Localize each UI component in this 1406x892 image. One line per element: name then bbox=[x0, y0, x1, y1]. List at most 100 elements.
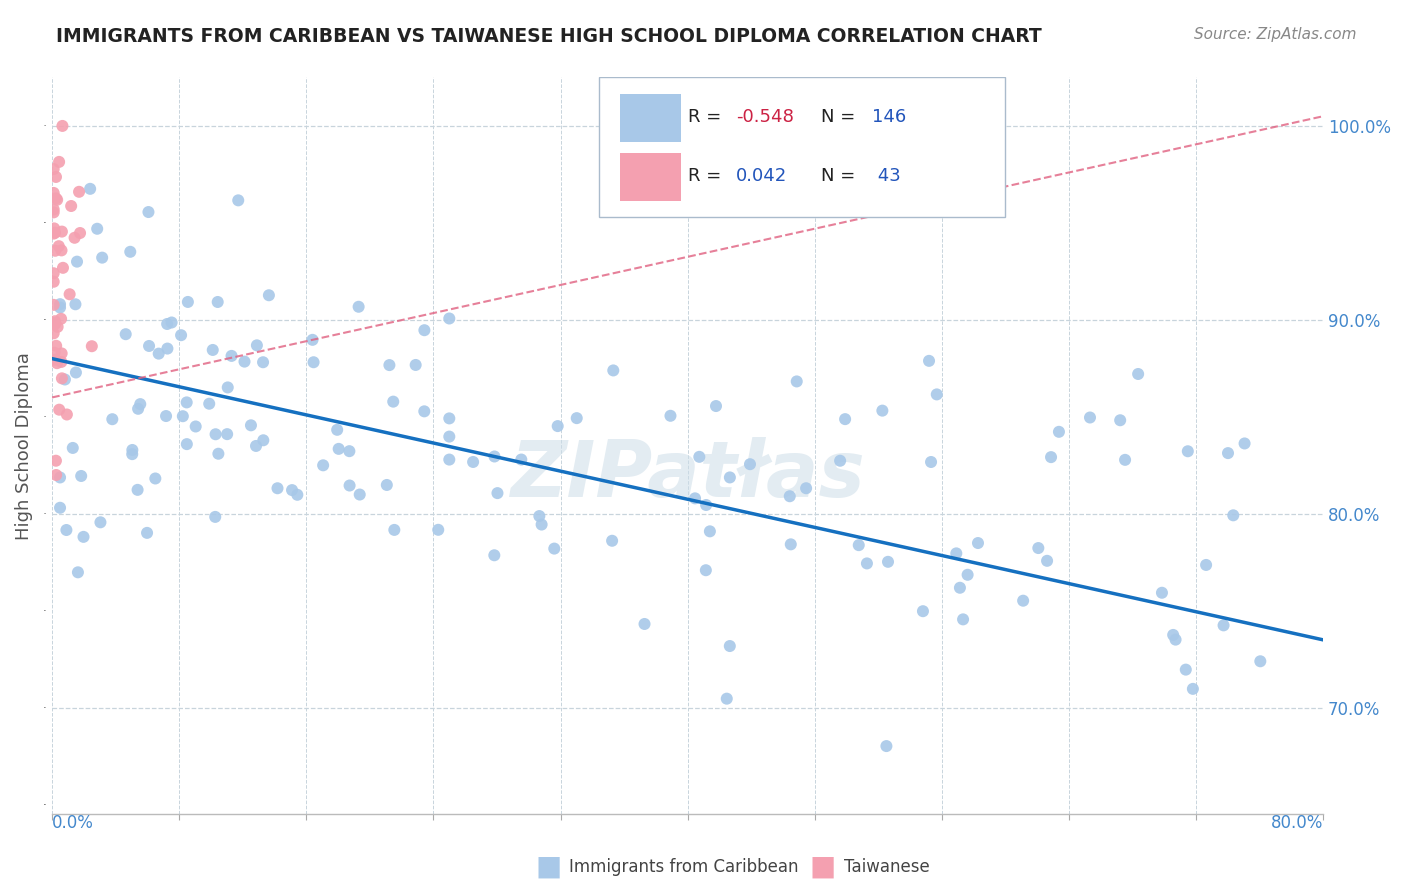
Point bbox=[848, 538, 870, 552]
Point bbox=[66, 254, 89, 268]
Point bbox=[945, 546, 967, 560]
Point bbox=[42, 205, 65, 219]
Text: 80.0%: 80.0% bbox=[1271, 814, 1323, 832]
Point bbox=[48, 154, 70, 169]
Point bbox=[1216, 446, 1239, 460]
Point bbox=[1222, 508, 1244, 523]
Text: 0.042: 0.042 bbox=[735, 167, 787, 186]
Text: Immigrants from Caribbean: Immigrants from Caribbean bbox=[569, 858, 799, 876]
Point bbox=[42, 186, 65, 200]
Text: Taiwanese: Taiwanese bbox=[844, 858, 929, 876]
Point bbox=[925, 387, 948, 401]
Point bbox=[1233, 436, 1256, 450]
Point bbox=[1150, 586, 1173, 600]
Point bbox=[89, 516, 111, 530]
Point bbox=[688, 450, 710, 464]
Point bbox=[252, 434, 274, 448]
Point bbox=[1047, 425, 1070, 439]
Point bbox=[80, 339, 103, 353]
Point bbox=[201, 343, 224, 357]
Point bbox=[786, 375, 808, 389]
Point bbox=[49, 301, 72, 315]
Point bbox=[51, 371, 73, 385]
Point bbox=[328, 442, 350, 456]
Point bbox=[378, 358, 401, 372]
Point bbox=[349, 487, 371, 501]
Point bbox=[44, 317, 66, 331]
Point bbox=[114, 327, 136, 342]
Point bbox=[246, 338, 269, 352]
Point bbox=[156, 342, 179, 356]
Point bbox=[176, 437, 198, 451]
Point bbox=[49, 470, 72, 484]
Point bbox=[45, 191, 67, 205]
Point bbox=[382, 394, 405, 409]
Point bbox=[529, 509, 551, 524]
Point bbox=[834, 412, 856, 426]
Point bbox=[156, 317, 179, 331]
Point bbox=[51, 119, 73, 133]
Point bbox=[49, 500, 72, 515]
Text: 146: 146 bbox=[872, 108, 907, 127]
Point bbox=[285, 488, 308, 502]
Point bbox=[312, 458, 335, 473]
Text: 43: 43 bbox=[872, 167, 901, 186]
Point bbox=[143, 471, 166, 485]
Point bbox=[405, 358, 427, 372]
Point bbox=[48, 402, 70, 417]
Point bbox=[221, 349, 243, 363]
Text: 0.0%: 0.0% bbox=[52, 814, 94, 832]
Point bbox=[44, 244, 66, 258]
Point bbox=[337, 444, 360, 458]
Point bbox=[176, 395, 198, 409]
Point bbox=[121, 447, 143, 461]
Point bbox=[877, 555, 900, 569]
Point bbox=[204, 427, 226, 442]
Point bbox=[49, 311, 72, 326]
Point bbox=[51, 346, 73, 360]
Point bbox=[127, 483, 149, 497]
Point bbox=[101, 412, 124, 426]
Point bbox=[66, 566, 89, 580]
Point bbox=[967, 536, 990, 550]
Point bbox=[42, 298, 65, 312]
Point bbox=[266, 481, 288, 495]
Point bbox=[184, 419, 207, 434]
Point bbox=[48, 239, 70, 253]
Point bbox=[46, 193, 69, 207]
Point bbox=[62, 441, 84, 455]
Text: ■: ■ bbox=[810, 853, 835, 881]
Point bbox=[302, 355, 325, 369]
Point bbox=[121, 442, 143, 457]
Point bbox=[49, 297, 72, 311]
Point bbox=[42, 202, 65, 217]
Point bbox=[44, 226, 66, 240]
Point bbox=[920, 455, 942, 469]
Point bbox=[375, 478, 398, 492]
Point bbox=[65, 366, 87, 380]
Point bbox=[46, 356, 69, 370]
FancyBboxPatch shape bbox=[620, 153, 682, 201]
Point bbox=[704, 399, 727, 413]
Point bbox=[1181, 681, 1204, 696]
Point bbox=[51, 355, 73, 369]
Point bbox=[830, 454, 852, 468]
Point bbox=[695, 563, 717, 577]
Point bbox=[413, 404, 436, 418]
Point bbox=[339, 478, 361, 492]
Point bbox=[547, 419, 569, 434]
Point bbox=[699, 524, 721, 539]
Point bbox=[1126, 367, 1149, 381]
Point bbox=[233, 354, 256, 368]
Point bbox=[51, 225, 73, 239]
Text: ZIPatłas: ZIPatłas bbox=[510, 437, 865, 514]
Point bbox=[239, 418, 262, 433]
Point bbox=[226, 194, 249, 208]
Point bbox=[91, 251, 114, 265]
Text: ■: ■ bbox=[536, 853, 561, 881]
Point bbox=[1109, 413, 1132, 427]
Point bbox=[1177, 444, 1199, 458]
Point bbox=[51, 244, 73, 258]
Point bbox=[716, 691, 738, 706]
Point bbox=[794, 481, 817, 495]
